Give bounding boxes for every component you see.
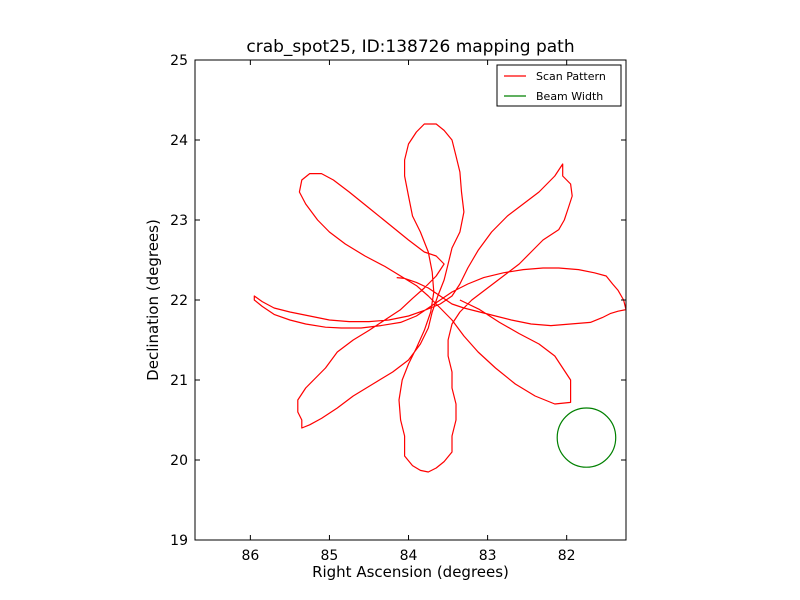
x-tick-label: 85	[321, 548, 339, 564]
x-axis-label: Right Ascension (degrees)	[312, 563, 509, 581]
x-tick-label: 82	[558, 548, 576, 564]
legend-label-scan-pattern: Scan Pattern	[536, 70, 606, 83]
series-layer	[253, 123, 626, 473]
y-tick-label: 19	[170, 533, 188, 549]
y-tick-label: 23	[170, 213, 188, 229]
y-tick-label: 25	[170, 53, 188, 69]
x-tick-label: 83	[479, 548, 497, 564]
x-axis: 86 85 84 83 82	[241, 60, 576, 564]
x-tick-label: 86	[241, 548, 259, 564]
y-axis: 19 20 21 22 23 24 25	[170, 53, 626, 549]
x-tick-label: 84	[400, 548, 418, 564]
y-axis-label: Declination (degrees)	[144, 219, 162, 381]
y-tick-label: 22	[170, 293, 188, 309]
series-line-scan-pattern	[253, 123, 626, 473]
legend-label-beam-width: Beam Width	[536, 90, 603, 103]
y-tick-label: 24	[170, 133, 188, 149]
y-tick-label: 21	[170, 373, 188, 389]
chart-title: crab_spot25, ID:138726 mapping path	[246, 37, 574, 57]
y-tick-label: 20	[170, 453, 188, 469]
legend-frame	[496, 64, 622, 107]
series-circle-beam-width	[556, 407, 617, 468]
legend: Scan Pattern Beam Width	[496, 64, 622, 107]
